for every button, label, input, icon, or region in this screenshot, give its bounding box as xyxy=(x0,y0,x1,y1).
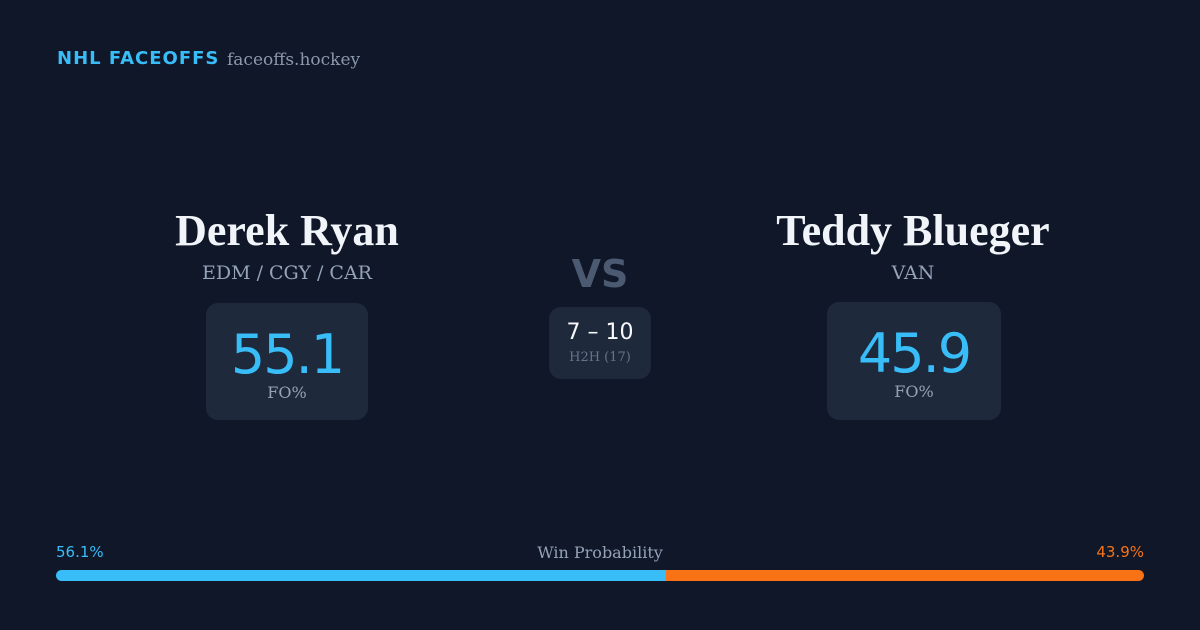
right-probability: 43.9% xyxy=(1096,543,1144,561)
player-name: Teddy Blueger xyxy=(776,206,1050,255)
left-probability: 56.1% xyxy=(56,543,104,561)
h2h-box: 7 – 10 H2H (17) xyxy=(549,307,651,379)
fo-pct: 45.9 xyxy=(857,322,972,385)
site: faceoffs.hockey xyxy=(227,50,361,70)
probability-bar xyxy=(56,570,1144,581)
right-segment xyxy=(666,570,1144,581)
stat-box: 55.1 FO% xyxy=(206,303,368,420)
player-teams: EDM / CGY / CAR xyxy=(201,262,372,284)
probability-title: Win Probability xyxy=(537,543,663,562)
h2h-score: 7 – 10 xyxy=(566,320,634,345)
versus: VS xyxy=(571,252,629,296)
player-teams: VAN xyxy=(891,262,935,284)
fo-pct: 55.1 xyxy=(230,323,345,386)
player-name: Derek Ryan xyxy=(175,206,399,255)
brand: NHL FACEOFFS xyxy=(57,48,220,69)
stat-box: 45.9 FO% xyxy=(827,302,1001,420)
h2h-label: H2H (17) xyxy=(569,350,631,365)
fo-label: FO% xyxy=(267,383,307,402)
left-segment xyxy=(56,570,667,581)
fo-label: FO% xyxy=(894,382,934,401)
